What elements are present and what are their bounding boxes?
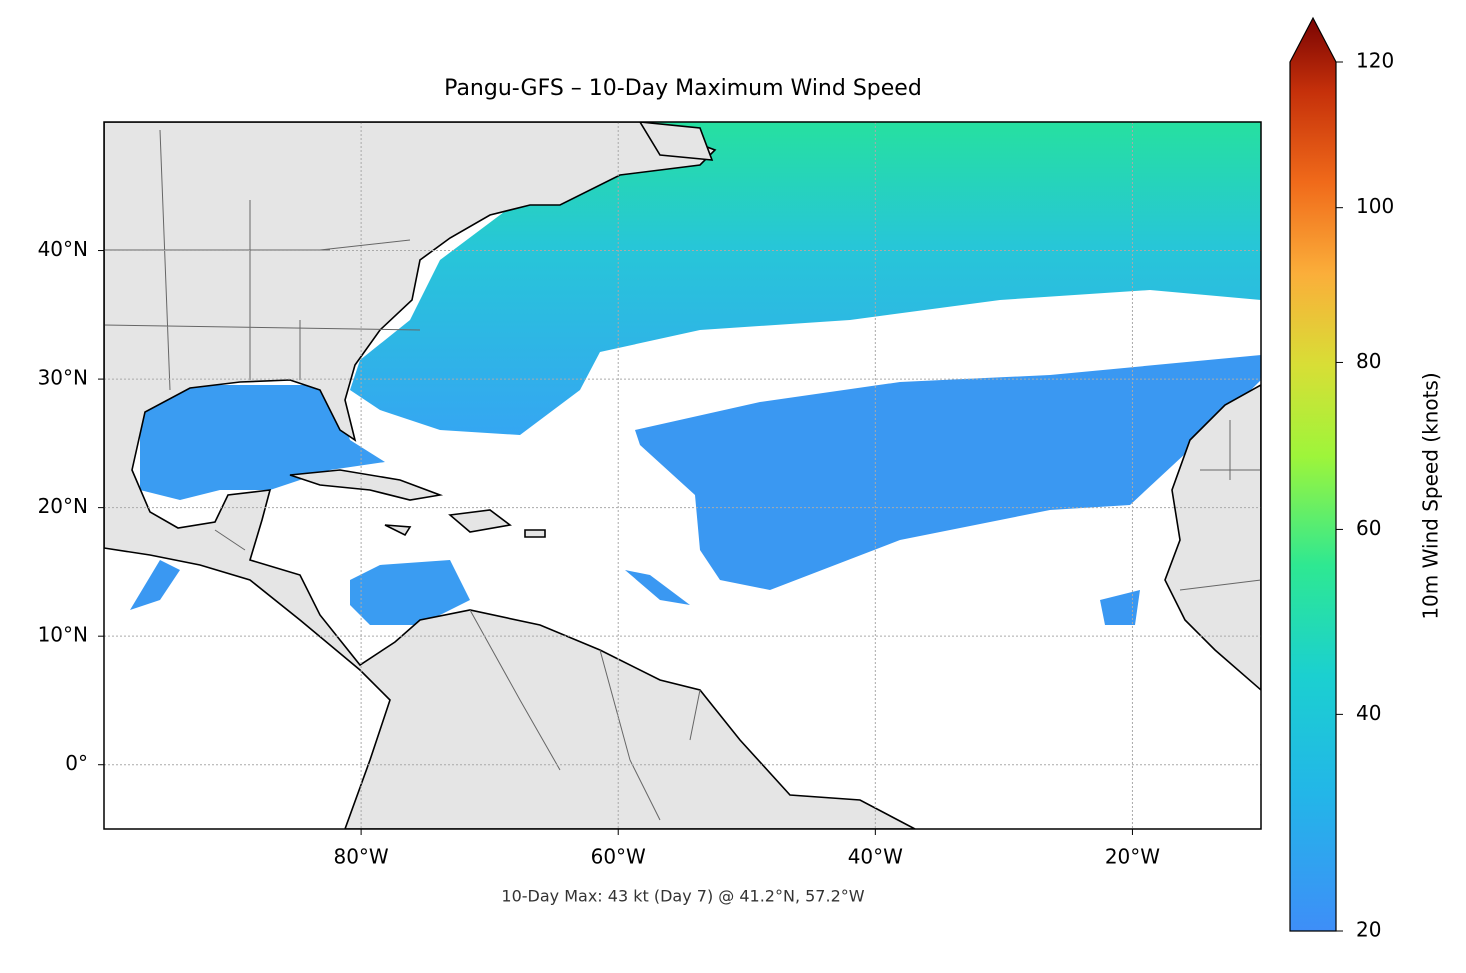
- colorbar-tick-label: 120: [1356, 49, 1394, 73]
- borders: [104, 129, 1261, 821]
- colorbar-label: 10m Wind Speed (knots): [1419, 372, 1443, 619]
- land-americas: [104, 122, 916, 829]
- x-tick-label: 80°W: [333, 845, 388, 869]
- land-africa: [1164, 384, 1261, 692]
- y-tick-label: 40°N: [38, 237, 88, 261]
- y-tick-label: 30°N: [38, 366, 88, 390]
- wind-field: [350, 560, 470, 625]
- colorbar-tick-label: 40: [1356, 701, 1381, 725]
- colorbar-tick-label: 20: [1356, 918, 1381, 942]
- y-tick-label: 10°N: [38, 623, 88, 647]
- x-tick-label: 40°W: [848, 845, 903, 869]
- land-islands: [289, 122, 714, 538]
- x-tick-label: 20°W: [1105, 845, 1160, 869]
- colorbar-tick-label: 80: [1356, 349, 1381, 373]
- colorbar-tick-label: 60: [1356, 516, 1381, 540]
- wind-field: [635, 355, 1261, 590]
- grid: [104, 122, 1261, 829]
- colorbar: [1289, 16, 1337, 932]
- chart-title: Pangu-GFS – 10-Day Maximum Wind Speed: [444, 76, 922, 101]
- x-tick-label: 60°W: [591, 845, 646, 869]
- subtitle: 10-Day Max: 43 kt (Day 7) @ 41.2°N, 57.2…: [501, 887, 864, 906]
- wind-field: [350, 122, 1261, 435]
- colorbar-tick-label: 100: [1356, 194, 1394, 218]
- y-tick-label: 0°: [65, 751, 88, 775]
- wind-field: [130, 560, 1140, 625]
- y-tick-label: 20°N: [38, 494, 88, 518]
- plot-frame: [103, 121, 1262, 830]
- map: [104, 122, 1261, 829]
